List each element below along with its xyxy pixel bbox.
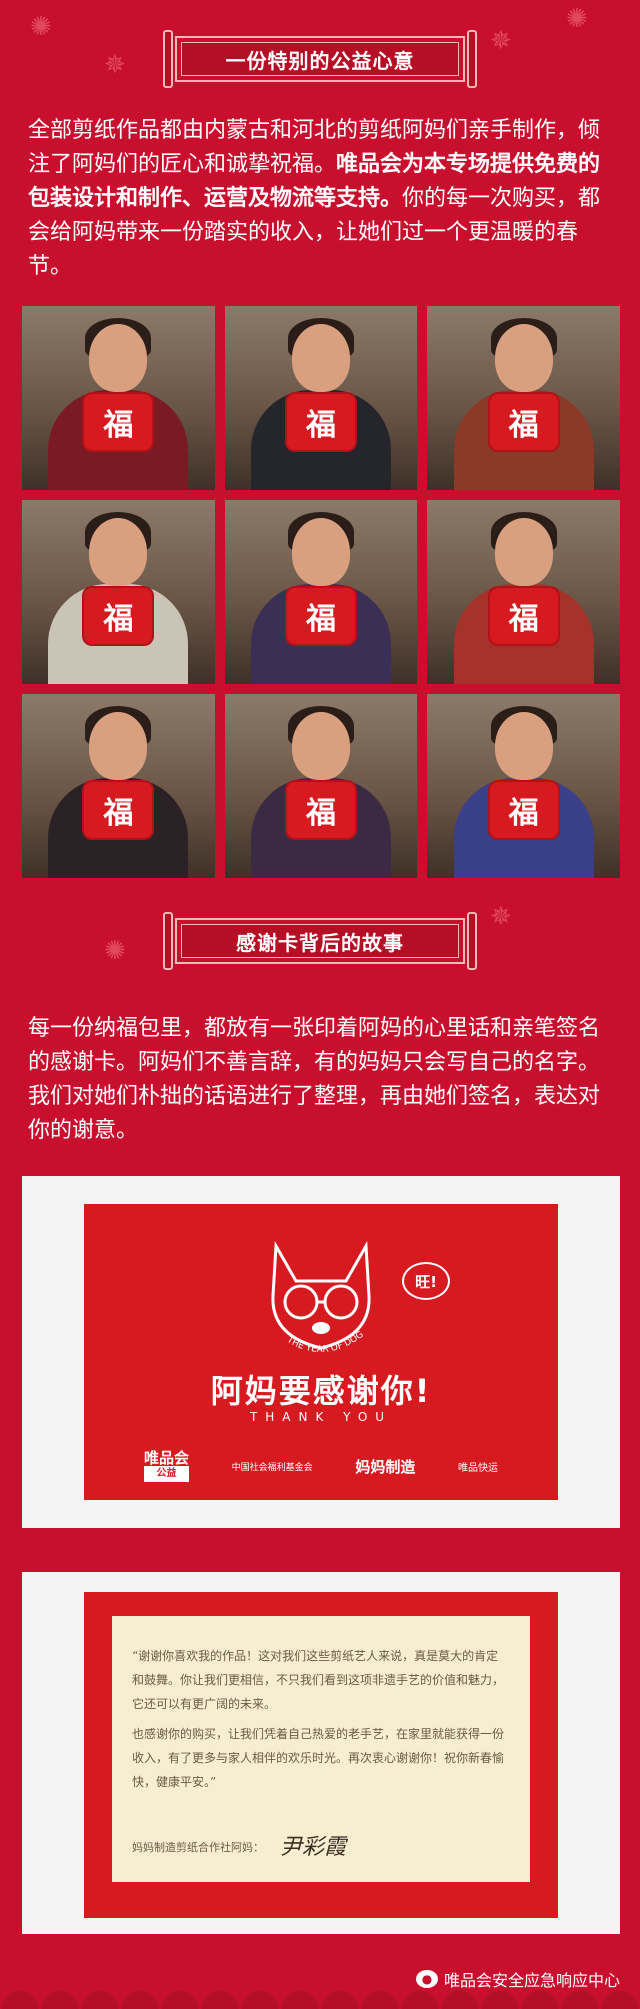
artisan-photo: 福	[22, 694, 215, 878]
vip-logo-text: 唯品会	[144, 1449, 190, 1467]
artisan-photo: 福	[224, 694, 418, 878]
fu-papercut: 福	[489, 588, 558, 644]
speech-bubble: 旺!	[402, 1262, 450, 1300]
artisan-photo-grid: 福福福福福福福福福	[22, 306, 620, 878]
vip-express-logo: 唯品快运	[457, 1462, 498, 1474]
snowflake-ornament-icon: ✵	[490, 26, 512, 56]
story-paragraph: 每一份纳福包里，都放有一张印着阿妈的心里话和亲笔签名的感谢卡。阿妈们不善言辞，有…	[28, 1016, 601, 1143]
artisan-photo: 福	[427, 694, 620, 878]
fu-papercut: 福	[286, 394, 355, 450]
charity-logo-text: 公益	[144, 1466, 190, 1482]
signature-row: 妈妈制造剪纸合作社阿妈： 尹彩霞	[132, 1836, 510, 1860]
artisan-photo: 福	[224, 500, 418, 684]
intro-text-part2: 你的每一次购买，都会给阿妈带来一份踏实的收入，让她们过一个更温暖的春节。	[28, 186, 601, 279]
artisan-photo: 福	[22, 500, 215, 684]
signer-label: 妈妈制造剪纸合作社阿妈：	[132, 1841, 264, 1854]
intro-paragraph: 全部剪纸作品都由内蒙古和河北的剪纸阿妈们亲手制作，倾注了阿妈们的匠心和诚挚祝福。…	[28, 114, 614, 284]
signature: 尹彩霞	[280, 1835, 347, 1860]
intro-text-highlight: 唯品会为本专场提供免费的包装设计和制作、运营及物流等支持。	[28, 152, 601, 211]
card-back-frame: “谢谢你喜欢我的作品！这对我们这些剪纸艺人来说，真是莫大的肯定和鼓舞。你让我们更…	[84, 1592, 558, 1918]
artisan-photo: 福	[22, 306, 215, 490]
thank-you-card-front: THE YEAR OF DOG 旺! 阿妈要感谢你! THANK YOU 唯品会…	[22, 1176, 620, 1528]
card-title: 阿妈要感谢你!	[210, 1372, 432, 1410]
snowflake-ornament-icon: ✺	[30, 12, 52, 42]
fu-papercut: 福	[489, 394, 558, 450]
note-paragraph-1: “谢谢你喜欢我的作品！这对我们这些剪纸艺人来说，真是莫大的肯定和鼓舞。你让我们更…	[132, 1649, 505, 1711]
vip-charity-logo: 唯品会 公益	[144, 1449, 190, 1482]
artisan-face	[494, 712, 553, 780]
artisan-photo: 福	[427, 500, 620, 684]
artisan-face	[291, 712, 350, 780]
mama-made-logo: 妈妈制造	[355, 1457, 416, 1476]
section-banner-story: 感谢卡背后的故事	[163, 912, 477, 970]
snowflake-ornament-icon: ✺	[566, 4, 588, 34]
fu-papercut: 福	[489, 782, 558, 838]
note-paragraph-2: 也感谢你的购买，让我们凭着自己热爱的老手艺，在家里就能获得一份收入，有了更多与家…	[132, 1727, 505, 1789]
foundation-logo: 中国社会福利基金会	[231, 1462, 313, 1473]
artisan-face	[89, 324, 148, 392]
fu-papercut: 福	[84, 782, 153, 838]
dog-logo-icon: THE YEAR OF DOG	[271, 1240, 371, 1355]
intro-text-part1: 全部剪纸作品都由内蒙古和河北的剪纸阿妈们亲手制作，倾注了阿妈们的匠心和诚挚祝福。	[28, 118, 601, 177]
snowflake-ornament-icon: ✺	[104, 936, 126, 966]
wechat-icon: ●	[415, 1970, 438, 1988]
fu-papercut: 福	[286, 782, 355, 838]
sponsor-logos: 唯品会 公益 中国社会福利基金会 妈妈制造 唯品快运	[144, 1450, 498, 1482]
fu-papercut: 福	[84, 394, 153, 450]
snowflake-ornament-icon: ✵	[490, 902, 512, 932]
artisan-face	[291, 518, 350, 586]
artisan-face	[494, 324, 553, 392]
artisan-face	[494, 518, 553, 586]
handwritten-note: “谢谢你喜欢我的作品！这对我们这些剪纸艺人来说，真是莫大的肯定和鼓舞。你让我们更…	[112, 1616, 530, 1882]
card-subtitle: THANK YOU	[249, 1410, 393, 1424]
card-front-panel: THE YEAR OF DOG 旺! 阿妈要感谢你! THANK YOU 唯品会…	[84, 1204, 558, 1500]
artisan-photo: 福	[224, 306, 418, 490]
footer-brand-text: 唯品会安全应急响应中心	[443, 1971, 620, 1990]
fu-papercut: 福	[286, 588, 355, 644]
section-banner-charity: 一份特别的公益心意	[163, 30, 477, 88]
artisan-photo: 福	[427, 306, 620, 490]
fu-papercut: 福	[84, 588, 153, 644]
thank-you-card-back: “谢谢你喜欢我的作品！这对我们这些剪纸艺人来说，真是莫大的肯定和鼓舞。你让我们更…	[22, 1572, 620, 1934]
artisan-face	[291, 324, 350, 392]
artisan-face	[89, 712, 148, 780]
snowflake-ornament-icon: ✵	[104, 50, 126, 80]
artisan-face	[89, 518, 148, 586]
footer-brand: ● 唯品会安全应急响应中心	[415, 1967, 620, 1991]
footer-wave-decoration	[0, 1939, 640, 2009]
